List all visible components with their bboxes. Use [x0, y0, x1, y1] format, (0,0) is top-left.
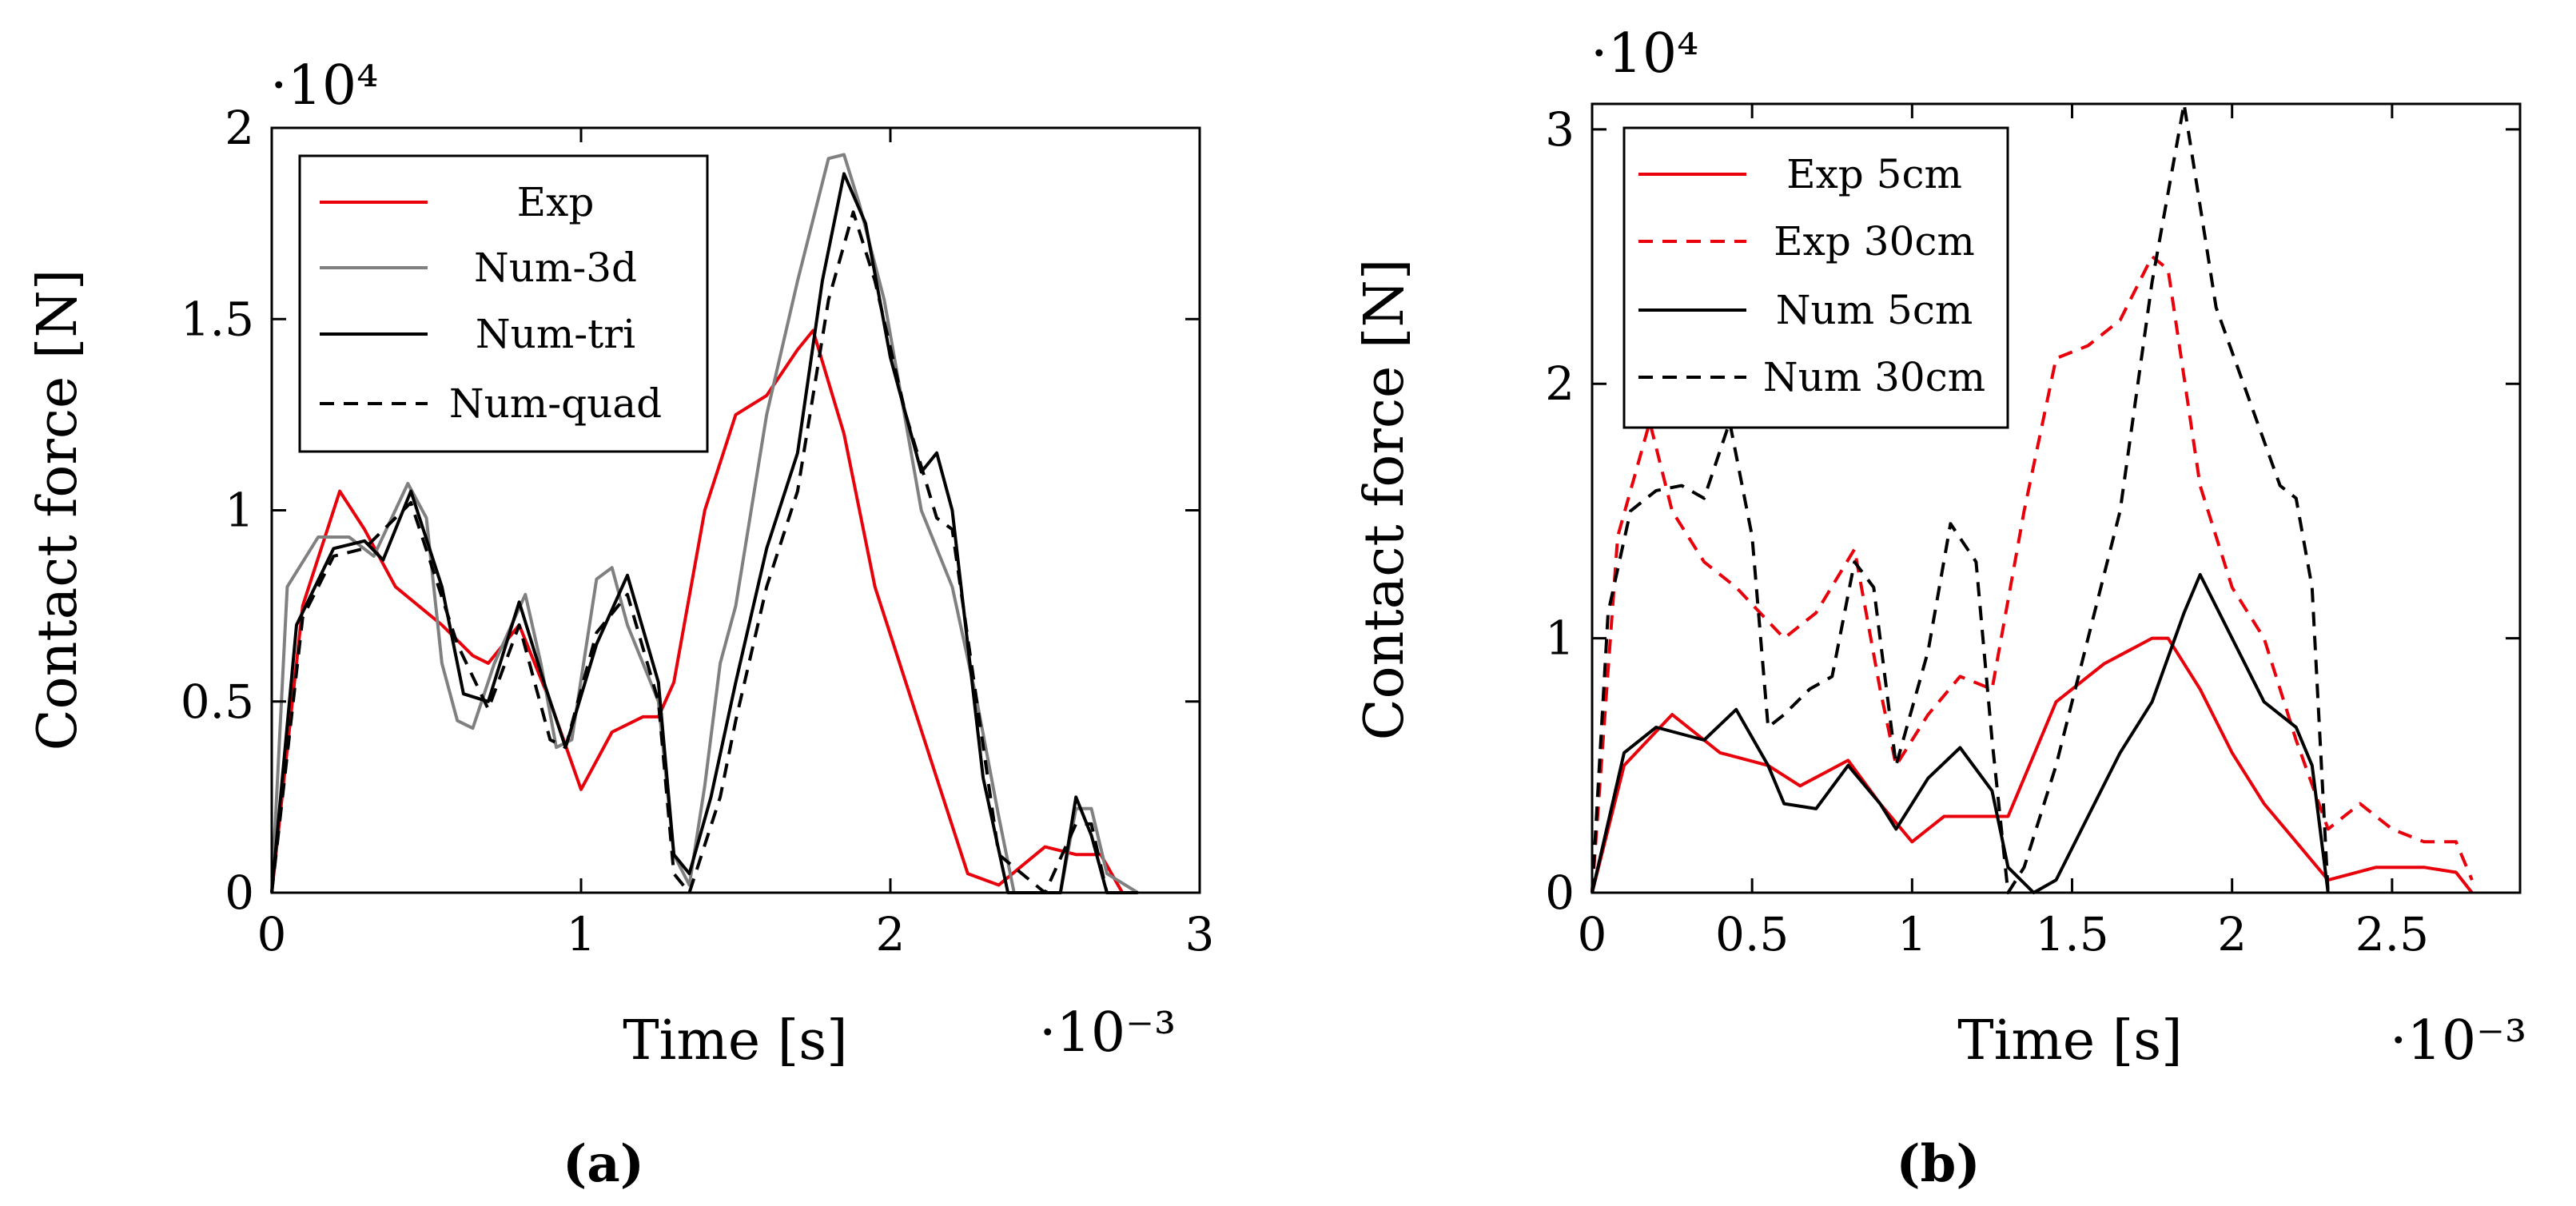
panel-b-x-tick-label: 0.5: [1715, 907, 1789, 961]
panel-a-y-axis-label: Contact force [N]: [26, 269, 90, 751]
panel-a-series-num-quad: [270, 210, 1138, 894]
panel-b-x-tick-label: 2: [2217, 907, 2247, 961]
panel-a-y-tick-label: 0: [225, 866, 254, 920]
panel-a-y-tick-label: 1: [225, 484, 254, 538]
panel-b-y-axis-label: Contact force [N]: [1353, 259, 1416, 741]
panel-a-ticks: 0 1 2 3 0 0.5 1 1.5 2: [181, 101, 1215, 961]
panel-a-legend-label-num-3d: Num-3d: [474, 245, 637, 291]
panel-b-plot-frame: [1591, 102, 2522, 894]
panel-b-legend-label-exp-5cm: Exp 5cm: [1786, 151, 1962, 197]
panel-b-series-exp-5cm: [1591, 636, 2474, 894]
panel-a-legend-label-num-quad: Num-quad: [449, 380, 662, 427]
panel-a-legend: Exp Num-3d Num-tri Num-quad: [298, 154, 709, 453]
panel-a-series-exp: [270, 328, 1125, 894]
panel-b-y-multiplier: ·10⁴: [1591, 22, 1698, 86]
panel-b-y-tick-label: 1: [1545, 611, 1575, 666]
panel-a-caption: (a): [563, 1134, 644, 1194]
panel-a-legend-label-exp: Exp: [517, 179, 595, 225]
panel-a-x-tick-label: 1: [567, 907, 596, 961]
panel-b-series-layer: [1591, 102, 2474, 894]
panel-b-y-tick-label: 3: [1545, 102, 1575, 157]
panel-b-x-tick-label: 1: [1897, 907, 1927, 961]
panel-a-x-multiplier: ·10⁻³: [1039, 1001, 1176, 1065]
panel-a-y-tick-label: 1.5: [181, 292, 254, 346]
panel-b-legend: Exp 5cm Exp 30cm Num 5cm Num 30cm: [1622, 126, 2009, 429]
panel-b-series-num-5cm: [1591, 573, 2330, 894]
panel-b-x-axis-label: Time [s]: [1957, 1009, 2182, 1073]
panel-a-x-tick-label: 2: [876, 907, 906, 961]
panel-b-series-num-30cm: [1591, 102, 2330, 894]
panel-a-series-num-3d: [270, 153, 1139, 894]
chart-panel-b: 0 0.5 1 1.5 2 2.5 0 1 2 3 ·10⁴ ·10⁻³ Time [s] Con…: [1353, 22, 2526, 1194]
panel-b-x-multiplier: ·10⁻³: [2390, 1009, 2526, 1073]
panel-b-y-tick-label: 0: [1545, 866, 1575, 920]
panel-b-legend-label-exp-30cm: Exp 30cm: [1774, 218, 1975, 265]
panel-a-series-num-tri: [270, 172, 1138, 894]
panel-b-legend-label-num-30cm: Num 30cm: [1763, 354, 1985, 400]
panel-b-x-tick-label: 2.5: [2355, 907, 2429, 961]
panel-b-x-tick-label: 0: [1578, 907, 1607, 961]
panel-a-x-tick-label: 0: [257, 907, 287, 961]
chart-panel-a: 0 1 2 3 0 0.5 1 1.5 2 ·10⁴ ·10⁻³ Time [s] Contac…: [26, 54, 1214, 1194]
panel-b-legend-label-num-5cm: Num 5cm: [1776, 287, 1973, 333]
panel-a-legend-label-num-tri: Num-tri: [476, 311, 635, 357]
panel-b-ticks: 0 0.5 1 1.5 2 2.5 0 1 2 3: [1545, 102, 2520, 961]
panel-a-y-multiplier: ·10⁴: [270, 54, 378, 117]
panel-a-y-tick-label: 0.5: [181, 675, 254, 729]
panel-b-x-tick-label: 1.5: [2035, 907, 2108, 961]
panel-a-x-tick-label: 3: [1185, 907, 1215, 961]
panel-b-series-exp-30cm: [1591, 255, 2474, 894]
panel-b-y-tick-label: 2: [1545, 356, 1575, 411]
panel-a-series-layer: [270, 153, 1139, 894]
panel-b-caption: (b): [1896, 1134, 1980, 1194]
panel-a-x-axis-label: Time [s]: [623, 1009, 847, 1073]
panel-a-y-tick-label: 2: [225, 101, 254, 155]
